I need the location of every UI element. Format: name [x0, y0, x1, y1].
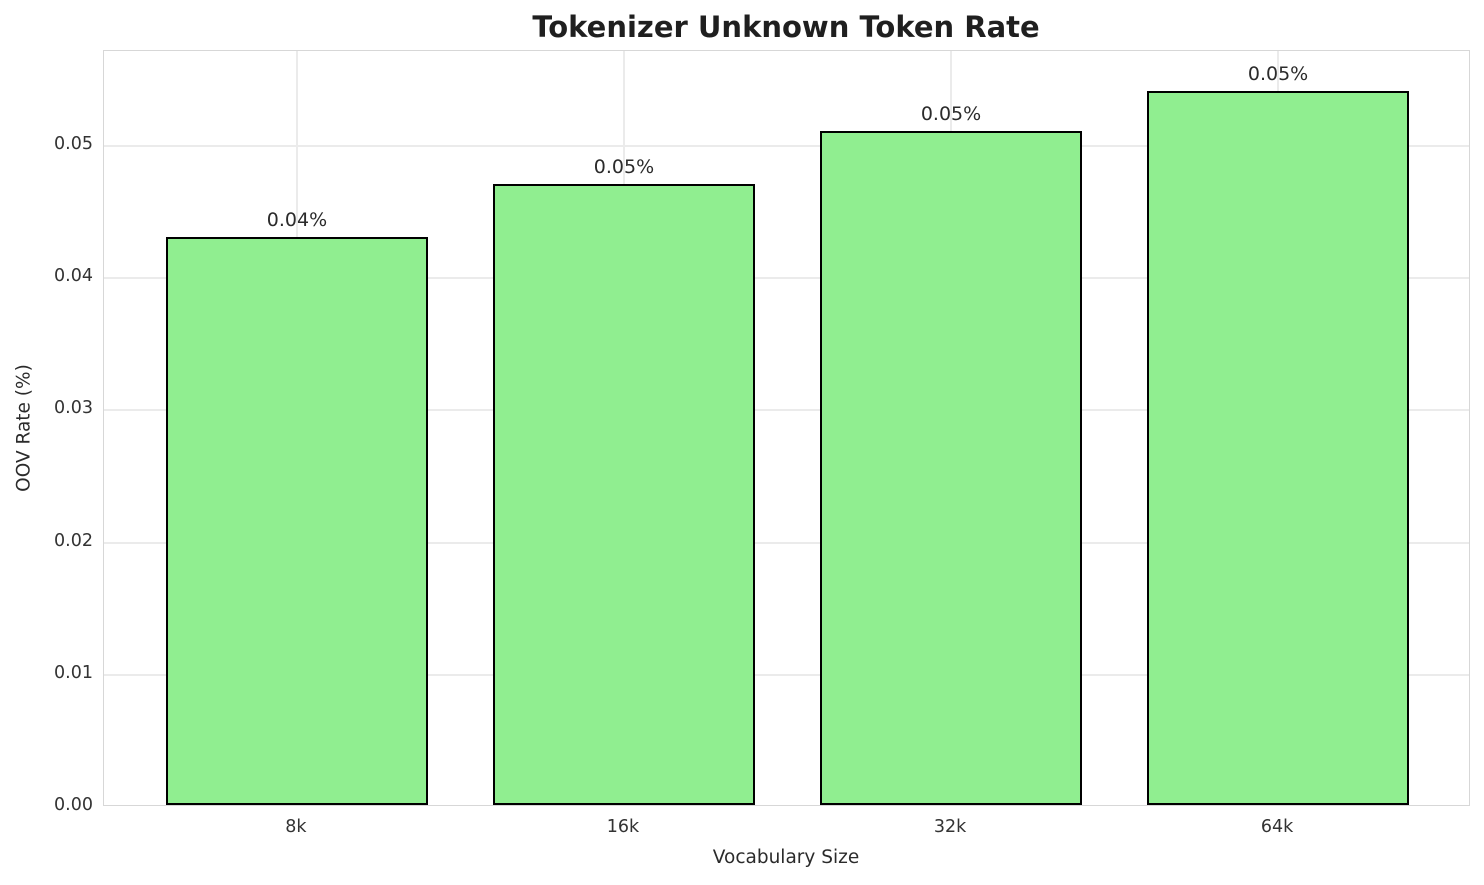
- plot-area: 0.04% 0.05% 0.05% 0.05%: [103, 50, 1470, 806]
- x-axis-label: Vocabulary Size: [712, 847, 860, 868]
- chart-title: Tokenizer Unknown Token Rate: [532, 10, 1040, 44]
- y-tick-label: 0.02: [54, 530, 93, 551]
- horizontal-gridline: [104, 277, 1469, 280]
- x-tick-label: 8k: [285, 817, 307, 837]
- horizontal-gridline: [104, 541, 1469, 544]
- horizontal-gridline: [104, 409, 1469, 412]
- x-tick-label: 16k: [606, 817, 640, 837]
- y-tick-label: 0.01: [54, 662, 93, 683]
- bar-value-label: 0.05%: [920, 102, 982, 125]
- horizontal-gridline: [104, 673, 1469, 676]
- bar-8k: [166, 236, 428, 805]
- y-tick-label: 0.05: [54, 134, 93, 155]
- bar-value-label: 0.05%: [593, 155, 655, 178]
- bar-value-label: 0.05%: [1247, 63, 1309, 86]
- y-tick-label: 0.03: [54, 398, 93, 419]
- bar-16k: [493, 183, 755, 805]
- y-tick-label: 0.04: [54, 266, 93, 287]
- bar-64k: [1147, 91, 1409, 805]
- horizontal-gridline: [104, 145, 1469, 148]
- bar-value-label: 0.04%: [266, 208, 328, 231]
- y-axis-label: OOV Rate (%): [13, 364, 35, 492]
- x-tick-label: 64k: [1260, 817, 1294, 837]
- y-tick-label: 0.00: [54, 795, 93, 815]
- bar-32k: [820, 130, 1082, 805]
- x-tick-label: 32k: [933, 817, 967, 837]
